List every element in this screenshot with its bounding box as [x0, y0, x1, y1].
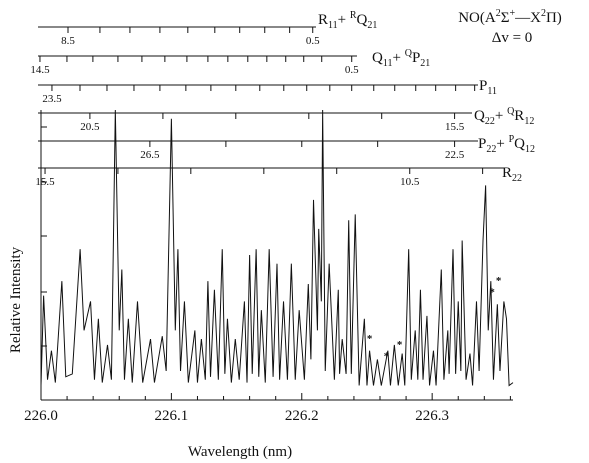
branch-tick-label: 15.5 — [445, 121, 465, 133]
chart-title: NO(A2Σ+—X2Π) — [458, 8, 562, 26]
branch-label-part: R — [502, 165, 512, 181]
branch-label-part: + — [495, 108, 507, 124]
chart-title-part: Π) — [546, 10, 562, 26]
branch-label-part: Q — [514, 136, 525, 152]
chart-title-part: Σ — [501, 10, 510, 26]
branch-label-part: Q — [474, 108, 485, 124]
branch-label-part: + — [338, 12, 350, 28]
branch-label-part: R — [514, 108, 524, 124]
chart-title-part: 2 — [496, 8, 501, 19]
x-tick-label: 226.2 — [285, 408, 319, 424]
annotation: * — [384, 350, 390, 362]
branch-label-part: 22 — [485, 116, 495, 127]
subtitle: Δv = 0 — [492, 30, 533, 46]
branch-tick-label: 23.5 — [42, 93, 62, 105]
x-tick-label: 226.1 — [155, 408, 189, 424]
branch-label-part: 11 — [383, 58, 393, 69]
branch-tick-label: 22.5 — [445, 149, 465, 161]
branch-label-part: Q — [372, 50, 383, 66]
annotation: * — [367, 333, 373, 345]
branch-tick-label: 14.5 — [30, 64, 50, 76]
chart-title-part: 2 — [541, 8, 546, 19]
branch-tick-label: 0.5 — [345, 64, 359, 76]
branch-label-part: P — [509, 134, 515, 145]
branch-label-part: P — [478, 136, 486, 152]
branch-label-part: + — [496, 136, 508, 152]
branch-label-part: 21 — [367, 20, 377, 31]
branch-label: P11 — [479, 78, 497, 97]
spectrum-line — [40, 109, 514, 387]
annotation: * — [496, 275, 502, 287]
branch-label-part: 12 — [525, 144, 535, 155]
chart-title-part: + — [509, 8, 515, 19]
x-tick-label: 226.0 — [24, 408, 58, 424]
branch-tick-label: 26.5 — [140, 149, 160, 161]
branch-label-part: Q — [357, 12, 368, 28]
branch-tick-label: 0.5 — [306, 35, 320, 47]
branch-label-part: 22 — [486, 144, 496, 155]
branch-label-part: 11 — [487, 86, 497, 97]
branch-label: Q22+ QR12 — [474, 106, 534, 127]
branch-label-part: R — [350, 10, 357, 21]
branch-label-part: Q — [405, 48, 413, 59]
branch-label-part: 22 — [512, 173, 522, 184]
annotation: * — [489, 287, 495, 299]
branch-label-part: 11 — [328, 20, 338, 31]
x-tick-label: 226.3 — [415, 408, 449, 424]
branch-label-part: Q — [507, 106, 515, 117]
branch-label-part: 21 — [420, 58, 430, 69]
branch-label: R22 — [502, 165, 522, 184]
chart-title-part: NO(A — [458, 10, 496, 26]
branch-label: P22+ PQ12 — [478, 134, 535, 155]
branch-label-part: + — [392, 50, 404, 66]
branch-label-part: P — [412, 50, 420, 66]
branch-tick-label: 15.5 — [35, 176, 55, 188]
branch-label: R11+ RQ21 — [318, 10, 377, 31]
branch-tick-label: 8.5 — [61, 35, 75, 47]
x-axis-label: Wavelength (nm) — [188, 444, 292, 460]
branch-label-part: 12 — [524, 116, 534, 127]
branch-tick-label: 10.5 — [400, 176, 420, 188]
branch-label-part: P — [479, 78, 487, 94]
branch-label-part: R — [318, 12, 328, 28]
branch-label: Q11+ QP21 — [372, 48, 430, 69]
annotation: * — [397, 339, 403, 351]
y-axis-label: Relative Intensity — [8, 246, 24, 353]
chart-title-part: —X — [514, 10, 541, 26]
branch-tick-label: 20.5 — [80, 121, 100, 133]
